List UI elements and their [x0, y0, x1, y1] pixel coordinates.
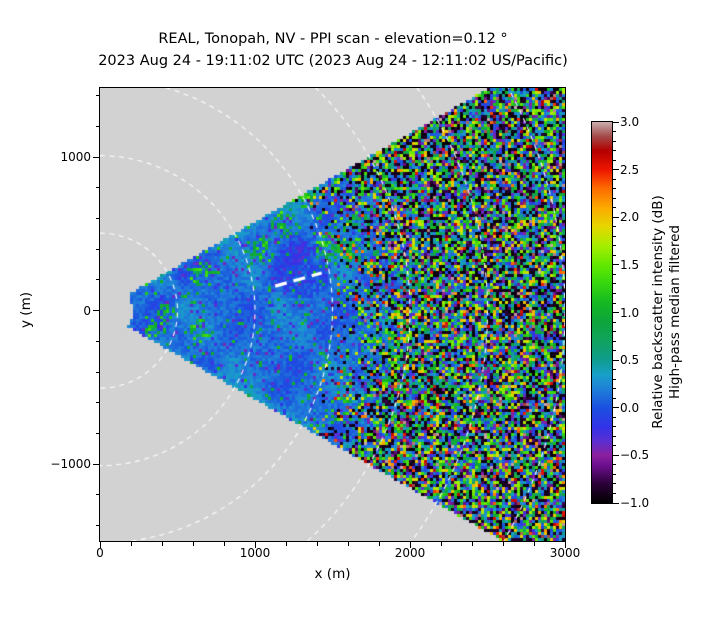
colorbar-minor-tick [613, 235, 616, 237]
colorbar-minor-tick [613, 331, 616, 333]
colorbar [591, 121, 613, 504]
y-minor-tick [95, 125, 99, 127]
colorbar-minor-tick [613, 426, 616, 428]
y-major-tick [93, 463, 99, 465]
colorbar-minor-tick [613, 350, 616, 352]
y-minor-tick [95, 279, 99, 281]
colorbar-minor-tick [613, 340, 616, 342]
y-minor-tick [95, 340, 99, 342]
y-tick-label: 1000 [60, 150, 91, 165]
y-minor-tick [95, 402, 99, 404]
colorbar-minor-tick [613, 292, 616, 294]
colorbar-minor-tick [613, 207, 616, 209]
colorbar-major-tick [613, 169, 619, 171]
colorbar-minor-tick [613, 493, 616, 494]
colorbar-minor-tick [613, 140, 616, 142]
x-minor-tick [347, 542, 349, 546]
x-minor-tick [130, 542, 132, 546]
colorbar-tick-label: 0.0 [620, 400, 640, 415]
chart-title: REAL, Tonopah, NV - PPI scan - elevation… [158, 31, 508, 47]
colorbar-minor-tick [613, 245, 616, 247]
plot-area [99, 87, 566, 542]
colorbar-minor-tick [613, 388, 616, 390]
colorbar-minor-tick [613, 283, 616, 285]
x-minor-tick [533, 542, 535, 546]
colorbar-minor-tick [613, 178, 616, 180]
colorbar-tick-label: −0.5 [620, 448, 650, 463]
colorbar-minor-tick [613, 197, 616, 199]
x-tick-label: 0 [96, 546, 104, 560]
x-minor-tick [316, 542, 318, 546]
colorbar-tick-label: 2.0 [620, 210, 640, 225]
y-minor-tick [95, 248, 99, 250]
colorbar-minor-tick [613, 416, 616, 418]
x-major-tick [254, 542, 256, 548]
colorbar-tick-label: −1.0 [620, 496, 650, 510]
colorbar-minor-tick [613, 302, 616, 304]
x-minor-tick [440, 542, 442, 546]
y-major-tick [93, 310, 99, 312]
colorbar-label-line2: High-pass median filtered [667, 225, 683, 399]
ppi-scan-canvas [100, 88, 565, 541]
colorbar-minor-tick [613, 473, 616, 475]
colorbar-minor-tick [613, 226, 616, 228]
colorbar-minor-tick [613, 397, 616, 399]
colorbar-minor-tick [613, 435, 616, 437]
x-minor-tick [223, 542, 225, 546]
colorbar-minor-tick [613, 378, 616, 380]
colorbar-minor-tick [613, 369, 616, 371]
colorbar-major-tick [613, 264, 619, 266]
colorbar-major-tick [613, 454, 619, 456]
colorbar-major-tick [613, 121, 619, 123]
y-minor-tick [95, 494, 99, 496]
colorbar-tick-label: 1.0 [620, 305, 640, 320]
colorbar-minor-tick [613, 131, 616, 132]
colorbar-minor-tick [613, 445, 616, 447]
x-minor-tick [192, 542, 194, 546]
y-tick-label: 0 [83, 303, 91, 318]
x-major-tick [99, 542, 101, 548]
y-major-tick [93, 156, 99, 158]
x-minor-tick [471, 542, 473, 546]
colorbar-major-tick [613, 407, 619, 409]
colorbar-major-tick [613, 312, 619, 313]
x-tick-label: 3000 [549, 546, 581, 560]
colorbar-tick-label: 3.0 [620, 115, 640, 129]
colorbar-minor-tick [613, 150, 616, 152]
colorbar-label: Relative backscatter intensity (dB) High… [650, 82, 690, 542]
colorbar-major-tick [613, 359, 619, 361]
x-minor-tick [161, 542, 163, 546]
y-minor-tick [95, 95, 99, 97]
colorbar-label-line1: Relative backscatter intensity (dB) [650, 195, 666, 429]
colorbar-tick-label: 0.5 [620, 353, 640, 368]
x-tick-label: 1000 [239, 546, 271, 560]
x-tick-label: 2000 [394, 546, 426, 560]
x-minor-tick [378, 542, 380, 546]
x-minor-tick [502, 542, 504, 546]
y-minor-tick [95, 525, 99, 527]
colorbar-tick-label: 1.5 [620, 257, 640, 272]
y-minor-tick [95, 433, 99, 434]
x-axis-label: x (m) [314, 566, 351, 582]
colorbar-minor-tick [613, 159, 616, 161]
colorbar-major-tick [613, 216, 619, 218]
colorbar-tick-label: 2.5 [620, 162, 640, 177]
x-major-tick [409, 542, 411, 548]
colorbar-minor-tick [613, 464, 616, 466]
colorbar-minor-tick [613, 321, 616, 323]
x-minor-tick [285, 542, 287, 546]
chart-subtitle: 2023 Aug 24 - 19:11:02 UTC (2023 Aug 24 … [98, 53, 568, 69]
y-minor-tick [95, 218, 99, 219]
colorbar-minor-tick [613, 188, 616, 190]
y-tick-label: −1000 [50, 457, 91, 472]
y-minor-tick [95, 187, 99, 189]
colorbar-major-tick [613, 502, 619, 504]
colorbar-minor-tick [613, 254, 616, 256]
colorbar-minor-tick [613, 273, 616, 275]
y-minor-tick [95, 371, 99, 373]
colorbar-minor-tick [613, 483, 616, 485]
x-major-tick [564, 542, 566, 548]
